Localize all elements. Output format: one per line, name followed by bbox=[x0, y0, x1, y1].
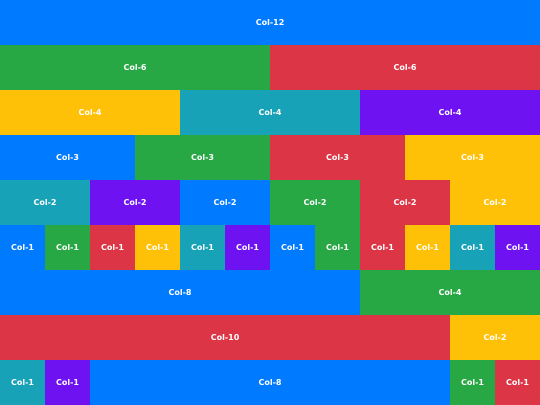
grid-cell-col4: Col-4 bbox=[360, 270, 540, 315]
grid-cell-label: Col-3 bbox=[461, 152, 484, 162]
grid-cell-label: Col-2 bbox=[393, 197, 417, 207]
grid-row-7: Col-8 Col-4 bbox=[0, 270, 540, 315]
grid-cell-label: Col-1 bbox=[416, 242, 439, 252]
grid-cell-label: Col-4 bbox=[438, 107, 462, 117]
grid-cell-col1: Col-1 bbox=[360, 225, 405, 270]
grid-row-9: Col-1 Col-1 Col-8 Col-1 Col-1 bbox=[0, 360, 540, 405]
grid-cell-label: Col-1 bbox=[461, 242, 484, 252]
grid-row-3: Col-4 Col-4 Col-4 bbox=[0, 90, 540, 135]
grid-cell-col1: Col-1 bbox=[270, 225, 315, 270]
grid-row-8: Col-10 Col-2 bbox=[0, 315, 540, 360]
grid-cell-col4: Col-4 bbox=[360, 90, 540, 135]
grid-cell-label: Col-1 bbox=[101, 242, 124, 252]
grid-cell-label: Col-2 bbox=[33, 197, 57, 207]
grid-cell-col1: Col-1 bbox=[180, 225, 225, 270]
grid-cell-label: Col-6 bbox=[123, 62, 147, 72]
grid-cell-col4: Col-4 bbox=[0, 90, 180, 135]
grid-cell-label: Col-4 bbox=[258, 107, 282, 117]
grid-cell-label: Col-4 bbox=[438, 287, 462, 297]
grid-cell-label: Col-1 bbox=[11, 242, 34, 252]
grid-cell-col1: Col-1 bbox=[495, 360, 540, 405]
grid-cell-col1: Col-1 bbox=[495, 225, 540, 270]
grid-cell-label: Col-4 bbox=[78, 107, 102, 117]
grid-cell-col3: Col-3 bbox=[135, 135, 270, 180]
grid-cell-col4: Col-4 bbox=[180, 90, 360, 135]
grid-cell-col1: Col-1 bbox=[450, 360, 495, 405]
grid-cell-label: Col-1 bbox=[191, 242, 214, 252]
grid-cell-label: Col-6 bbox=[393, 62, 417, 72]
grid-cell-label: Col-1 bbox=[506, 377, 529, 387]
grid-cell-label: Col-1 bbox=[326, 242, 349, 252]
grid-cell-col2: Col-2 bbox=[0, 180, 90, 225]
grid-cell-col2: Col-2 bbox=[450, 180, 540, 225]
grid-cell-col1: Col-1 bbox=[450, 225, 495, 270]
grid-cell-label: Col-1 bbox=[236, 242, 259, 252]
grid-row-5: Col-2 Col-2 Col-2 Col-2 Col-2 Col-2 bbox=[0, 180, 540, 225]
grid-cell-col3: Col-3 bbox=[270, 135, 405, 180]
grid-cell-label: Col-1 bbox=[461, 377, 484, 387]
grid-cell-label: Col-8 bbox=[258, 377, 282, 387]
grid-cell-col2: Col-2 bbox=[450, 315, 540, 360]
grid-cell-col2: Col-2 bbox=[90, 180, 180, 225]
grid-cell-label: Col-1 bbox=[371, 242, 394, 252]
grid-cell-label: Col-1 bbox=[506, 242, 529, 252]
grid-cell-label: Col-10 bbox=[210, 332, 240, 342]
grid-cell-col10: Col-10 bbox=[0, 315, 450, 360]
grid-cell-label: Col-1 bbox=[11, 377, 34, 387]
grid-cell-col12: Col-12 bbox=[0, 0, 540, 45]
grid-cell-col3: Col-3 bbox=[0, 135, 135, 180]
grid-cell-col6: Col-6 bbox=[270, 45, 540, 90]
grid-cell-label: Col-1 bbox=[56, 377, 79, 387]
grid-row-4: Col-3 Col-3 Col-3 Col-3 bbox=[0, 135, 540, 180]
grid-cell-col1: Col-1 bbox=[315, 225, 360, 270]
grid-cell-col1: Col-1 bbox=[405, 225, 450, 270]
grid-cell-col1: Col-1 bbox=[135, 225, 180, 270]
grid-cell-col6: Col-6 bbox=[0, 45, 270, 90]
grid-cell-col2: Col-2 bbox=[270, 180, 360, 225]
grid-row-2: Col-6 Col-6 bbox=[0, 45, 540, 90]
grid-cell-label: Col-3 bbox=[56, 152, 79, 162]
grid-cell-col1: Col-1 bbox=[0, 225, 45, 270]
grid-cell-label: Col-12 bbox=[255, 17, 285, 27]
grid-cell-col1: Col-1 bbox=[0, 360, 45, 405]
grid-cell-label: Col-2 bbox=[213, 197, 237, 207]
grid-cell-label: Col-1 bbox=[56, 242, 79, 252]
grid-cell-label: Col-8 bbox=[168, 287, 192, 297]
grid-cell-label: Col-3 bbox=[191, 152, 214, 162]
grid-row-6: Col-1 Col-1 Col-1 Col-1 Col-1 Col-1 Col-… bbox=[0, 225, 540, 270]
grid-row-1: Col-12 bbox=[0, 0, 540, 45]
grid-cell-label: Col-2 bbox=[123, 197, 147, 207]
grid-cell-label: Col-1 bbox=[146, 242, 169, 252]
grid-cell-col2: Col-2 bbox=[360, 180, 450, 225]
grid-cell-col1: Col-1 bbox=[45, 225, 90, 270]
grid-cell-label: Col-3 bbox=[326, 152, 349, 162]
grid-cell-col3: Col-3 bbox=[405, 135, 540, 180]
grid-cell-label: Col-2 bbox=[483, 332, 507, 342]
grid-cell-col1: Col-1 bbox=[90, 225, 135, 270]
grid-cell-col8: Col-8 bbox=[0, 270, 360, 315]
grid-cell-col1: Col-1 bbox=[225, 225, 270, 270]
grid-cell-label: Col-1 bbox=[281, 242, 304, 252]
grid-cell-col8: Col-8 bbox=[90, 360, 450, 405]
grid-cell-col2: Col-2 bbox=[180, 180, 270, 225]
grid-cell-col1: Col-1 bbox=[45, 360, 90, 405]
grid-cell-label: Col-2 bbox=[303, 197, 327, 207]
grid-cell-label: Col-2 bbox=[483, 197, 507, 207]
